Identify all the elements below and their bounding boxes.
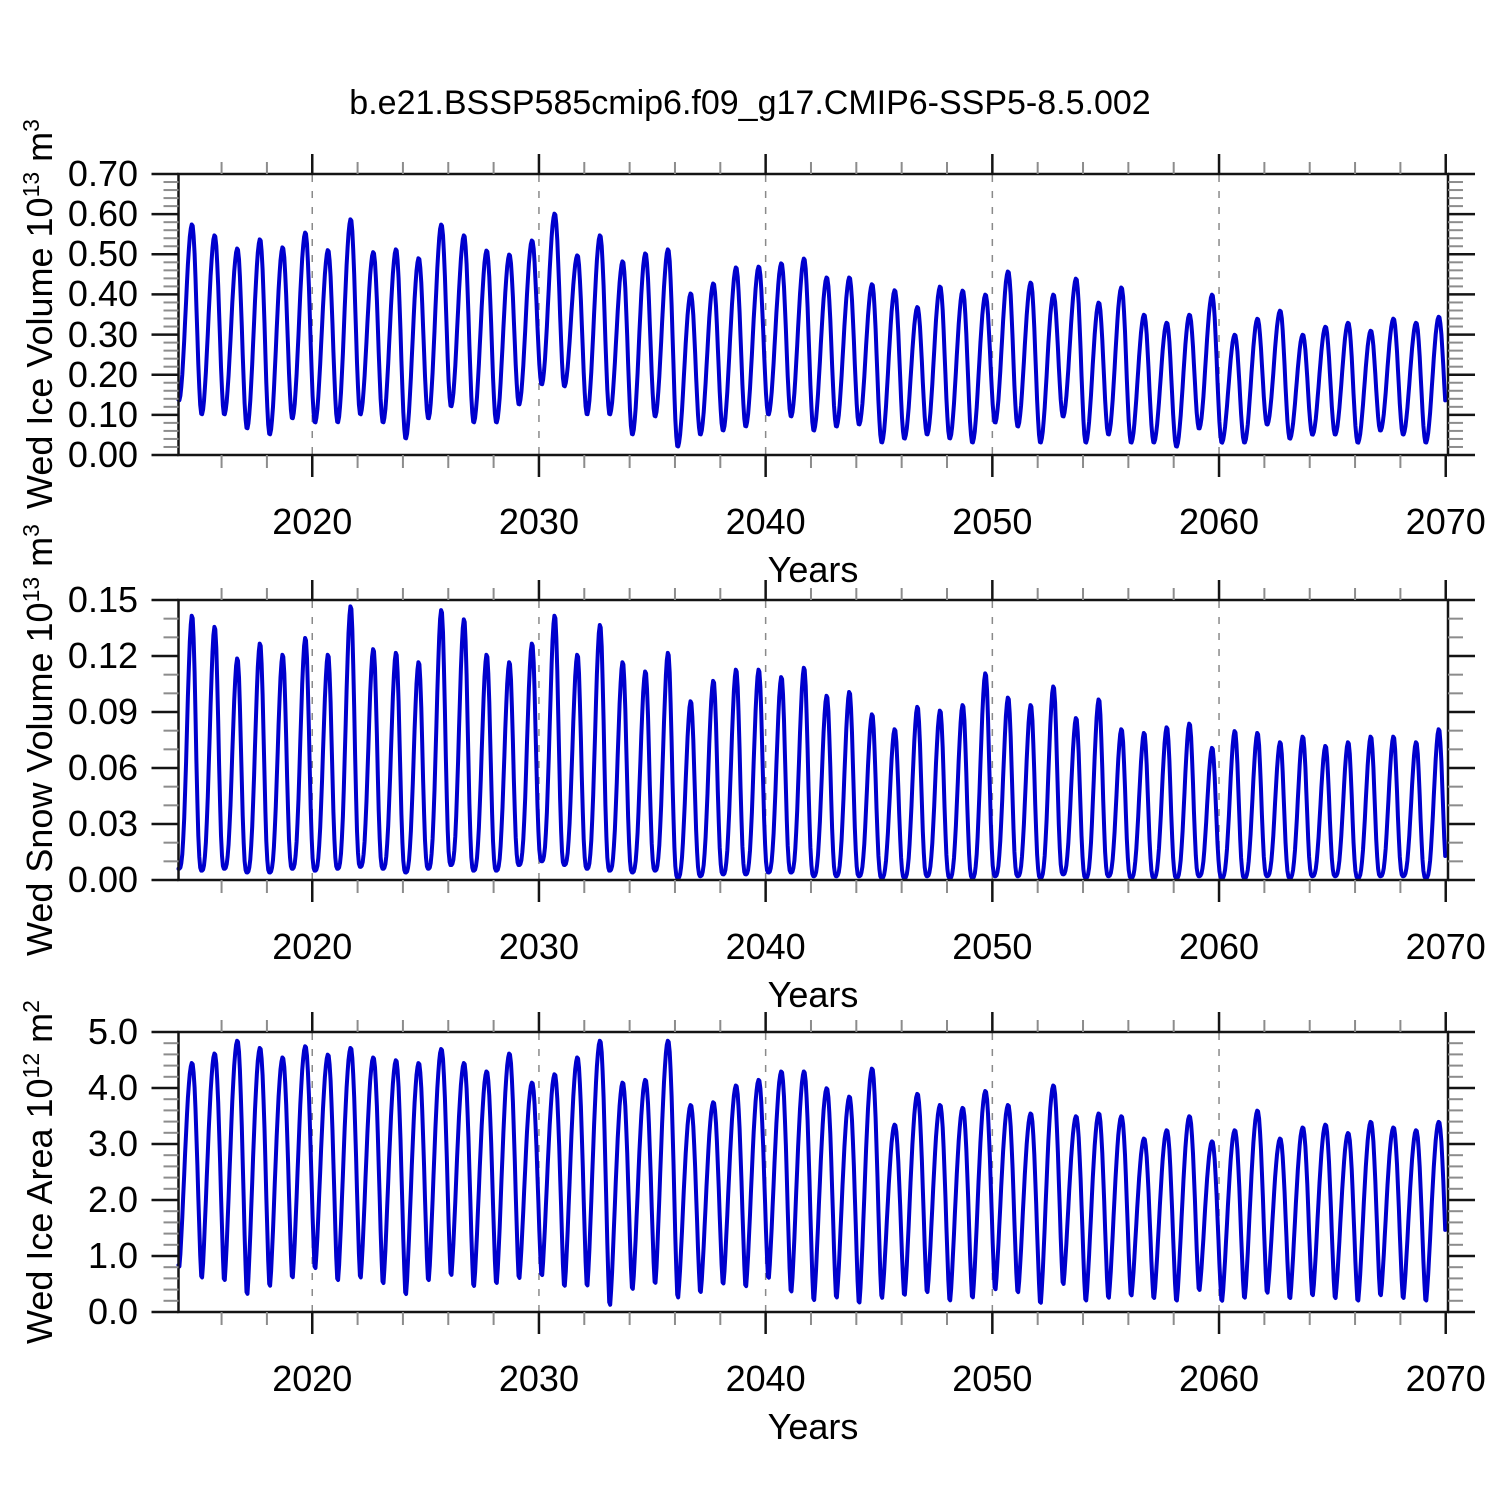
y-tick-label: 2.0 <box>87 1179 138 1220</box>
y-tick-label: 0.0 <box>87 1291 138 1332</box>
x-tick-label: 2040 <box>725 501 806 542</box>
x-tick-label: 2050 <box>952 501 1033 542</box>
y-axis-title-unit: m <box>19 536 60 577</box>
y-tick-label: 3.0 <box>87 1123 138 1164</box>
y-tick-label: 0.09 <box>67 691 138 732</box>
x-tick-label: 2060 <box>1178 1358 1260 1399</box>
y-axis-title-unit-exponent: 2 <box>18 1000 44 1013</box>
x-axis-title: Years <box>767 1406 859 1447</box>
y-tick-label: 0.30 <box>67 313 138 355</box>
y-tick-label: 0.20 <box>67 353 138 395</box>
x-tick-label: 2040 <box>725 1358 806 1399</box>
panel-frame <box>177 172 1450 457</box>
y-tick-label: 0.10 <box>67 393 138 435</box>
x-tick-label: 2020 <box>272 1358 353 1399</box>
y-tick-label: 0.03 <box>67 803 138 844</box>
x-tick-label: 2060 <box>1178 926 1260 967</box>
y-tick-label: 5.0 <box>87 1011 138 1052</box>
x-axis-title: Years <box>767 549 859 590</box>
y-tick-label: 0.70 <box>67 153 138 194</box>
y-tick-label: 0.00 <box>67 434 138 475</box>
panel-frame <box>177 1030 1450 1314</box>
y-tick-label: 0.40 <box>67 273 138 315</box>
y-tick-label: 0.60 <box>67 193 138 235</box>
wed_ice_area-line <box>176 1038 1448 1307</box>
x-tick-label: 2070 <box>1405 926 1486 967</box>
x-tick-label: 2020 <box>272 926 353 967</box>
y-axis-title-unit-exponent: 3 <box>18 119 44 132</box>
x-tick-label: 2030 <box>498 1358 579 1399</box>
y-tick-label: 0.00 <box>67 859 138 900</box>
x-tick-label: 2030 <box>498 926 579 967</box>
x-tick-label: 2050 <box>952 1358 1033 1399</box>
x-tick-label: 2040 <box>725 926 806 967</box>
x-tick-label: 2030 <box>498 501 579 542</box>
y-tick-label: 1.0 <box>87 1235 138 1276</box>
x-tick-label: 2060 <box>1178 501 1260 542</box>
y-tick-label: 0.15 <box>67 579 138 620</box>
y-tick-label: 0.50 <box>67 233 138 275</box>
y-tick-label: 4.0 <box>87 1067 138 1108</box>
panel-frame <box>177 598 1450 882</box>
y-tick-label: 0.12 <box>67 635 138 676</box>
x-tick-label: 2020 <box>272 501 353 542</box>
wed_snow_volume-line <box>176 604 1448 881</box>
chart-title: b.e21.BSSP585cmip6.f09_g17.CMIP6-SSP5-8.… <box>349 84 1151 122</box>
x-axis-title: Years <box>767 974 859 1015</box>
y-axis-title-unit-exponent: 3 <box>18 524 44 537</box>
x-tick-label: 2070 <box>1405 1358 1486 1399</box>
wed_ice_volume-line <box>176 211 1448 449</box>
x-tick-label: 2050 <box>952 926 1033 967</box>
x-tick-label: 2070 <box>1405 501 1486 542</box>
y-tick-label: 0.06 <box>67 747 138 788</box>
